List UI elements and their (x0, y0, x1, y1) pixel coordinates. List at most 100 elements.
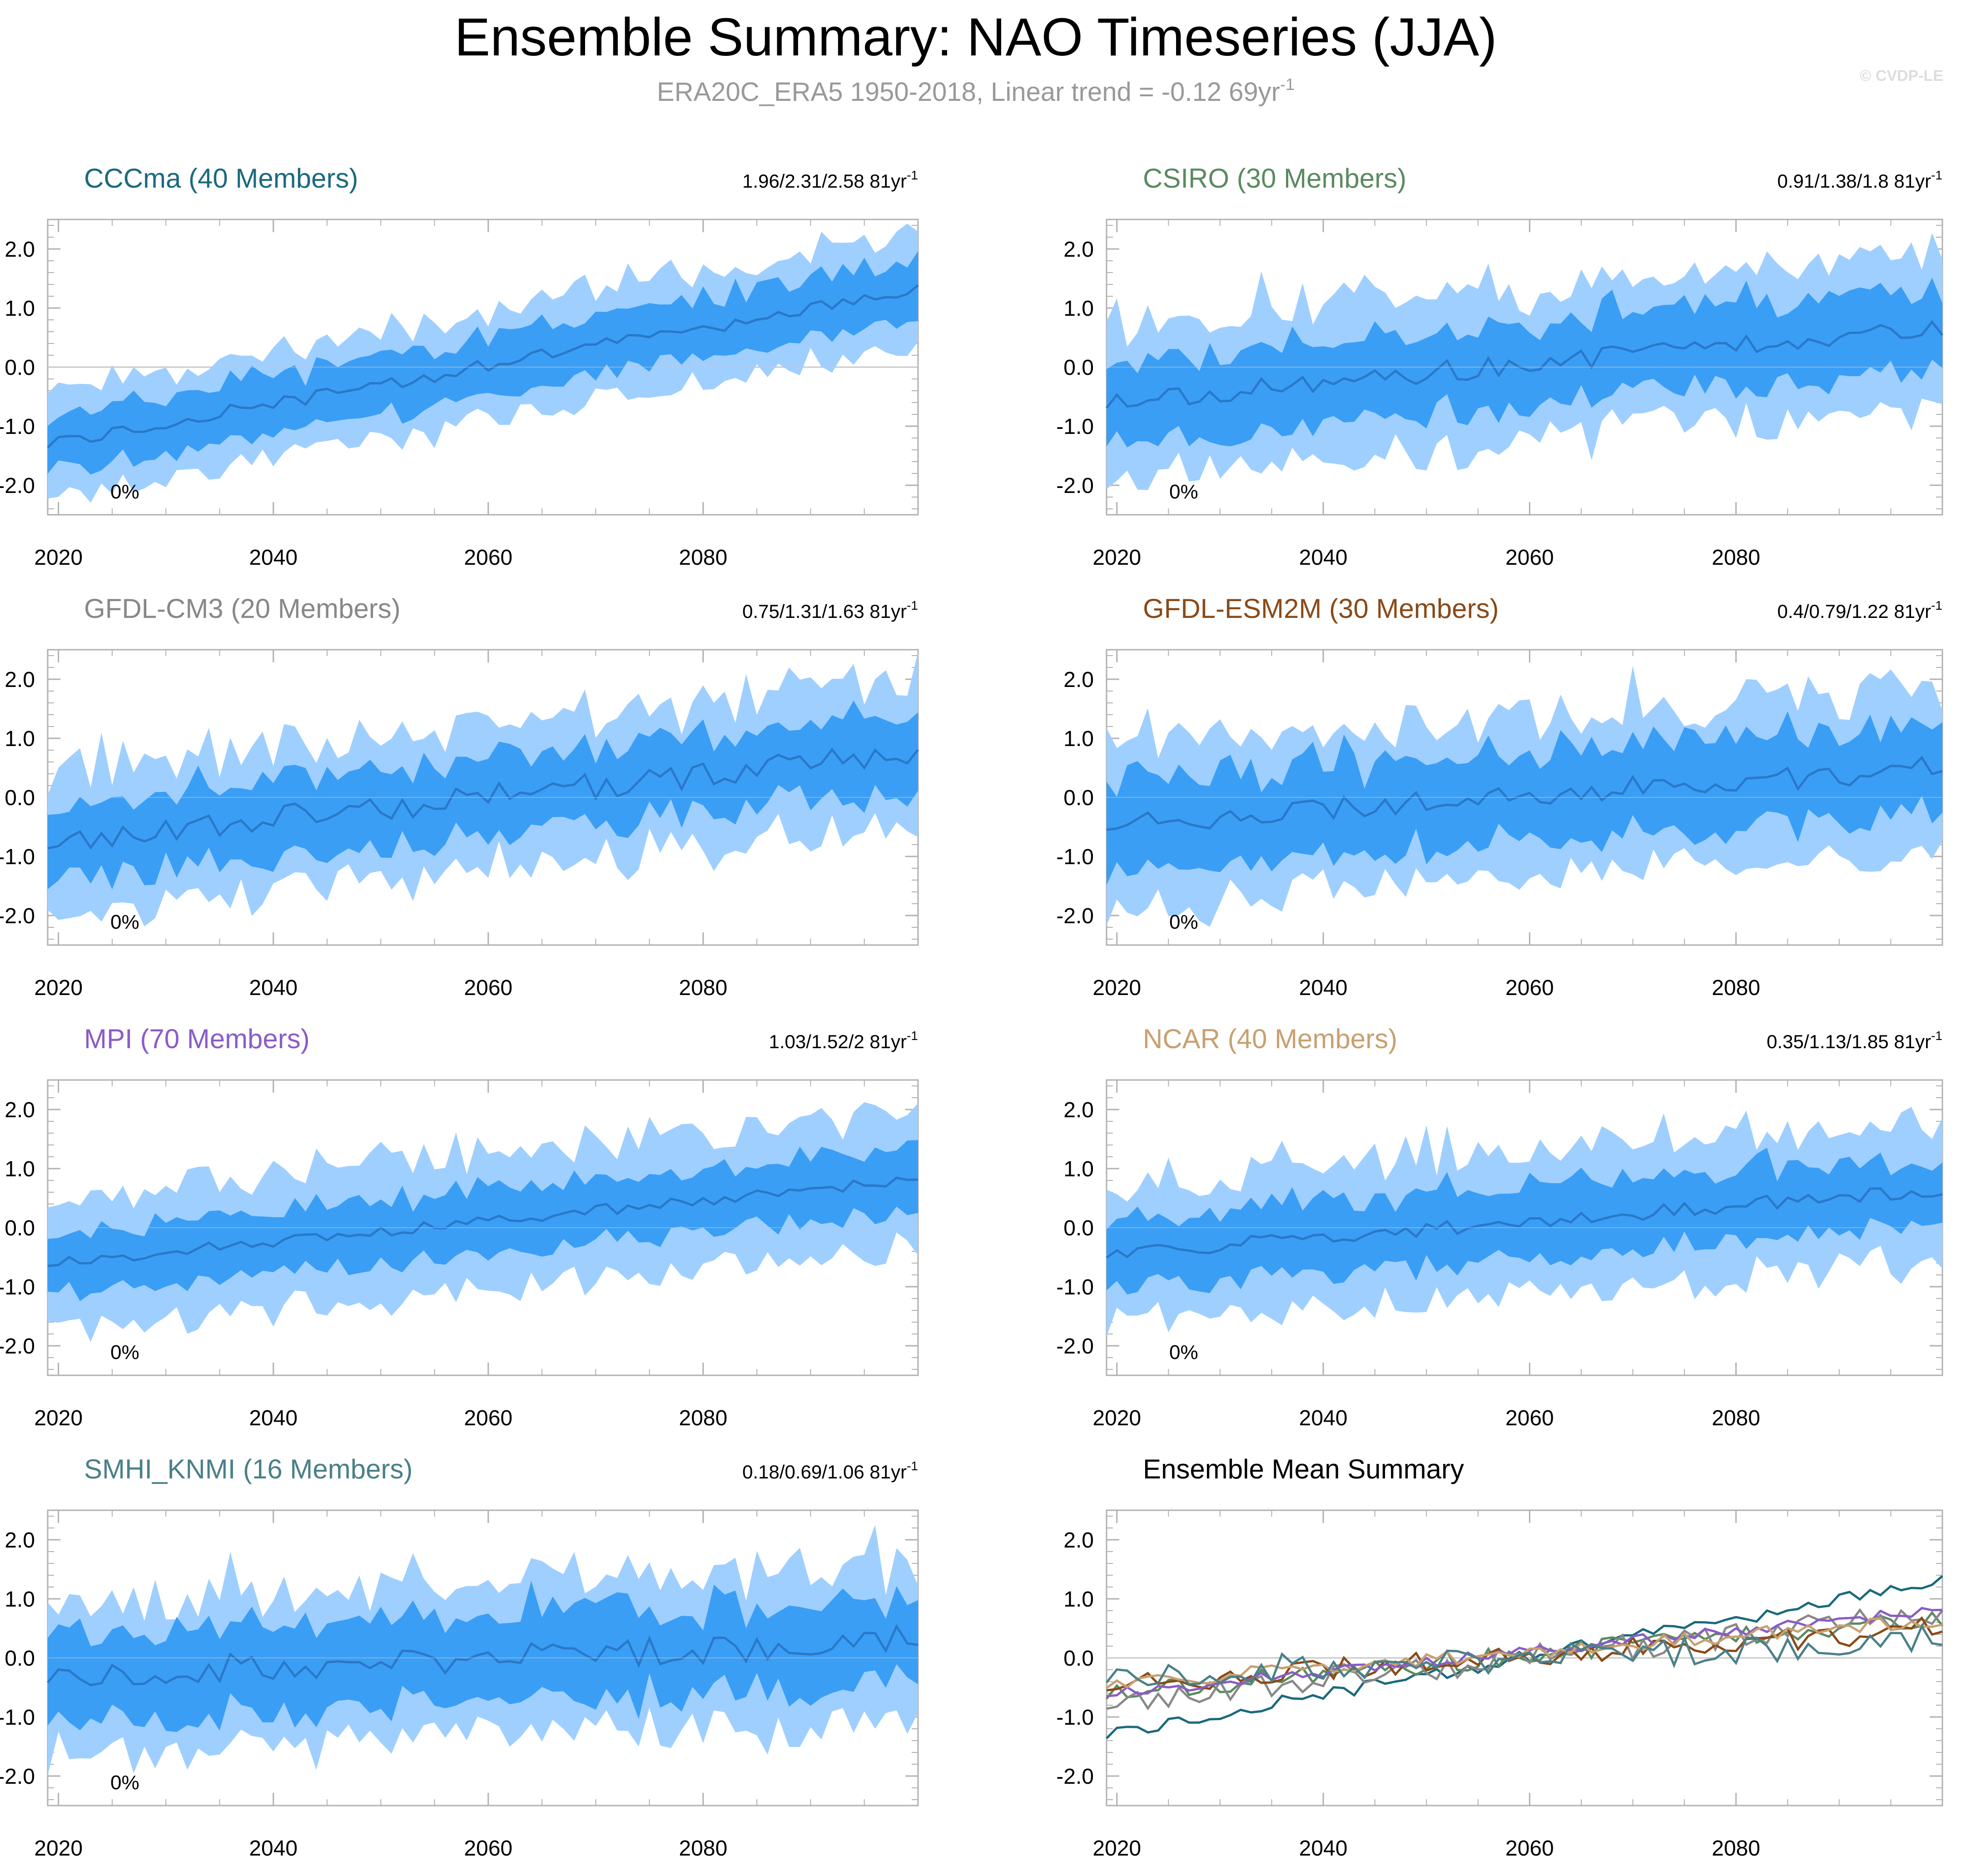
x-tick-label: 2040 (249, 1406, 298, 1430)
x-tick-label: 2080 (679, 1836, 728, 1861)
percent-label: 0% (1169, 481, 1198, 503)
y-tick-label: 1.0 (5, 1157, 35, 1181)
inner-spread-band (1107, 711, 1942, 886)
trend-label: 0.4/0.79/1.22 81yr-1 (1777, 598, 1943, 622)
x-tick-label: 2040 (249, 546, 298, 570)
x-tick-label: 2080 (679, 1406, 728, 1430)
y-tick-label: 0.0 (5, 1216, 35, 1240)
percent-label: 0% (1169, 911, 1198, 933)
panel-title: MPI (70 Members) (84, 1024, 310, 1054)
x-tick-label: 2040 (1299, 1836, 1348, 1861)
x-tick-label: 2020 (1092, 1836, 1141, 1861)
trend-label: 0.35/1.13/1.85 81yr-1 (1767, 1029, 1942, 1052)
trend-label: 0.91/1.38/1.8 81yr-1 (1777, 168, 1943, 192)
inner-spread-band (48, 1581, 918, 1732)
y-tick-label: 2.0 (5, 238, 35, 262)
y-tick-label: 2.0 (1063, 1528, 1094, 1553)
panels: CCCma (40 Members) 1.96/2.31/2.58 81yr-12… (0, 163, 1943, 1861)
x-tick-label: 2020 (34, 1836, 83, 1861)
panel-title: GFDL-ESM2M (30 Members) (1143, 593, 1499, 624)
inner-spread-band (48, 701, 918, 890)
percent-label: 0% (110, 911, 139, 933)
trend-text: 1.03/1.52/2 81yr (769, 1031, 907, 1052)
panel-title: CSIRO (30 Members) (1143, 163, 1406, 194)
percent-label: 0% (110, 1341, 139, 1363)
trend-text: 0.75/1.31/1.63 81yr (742, 601, 907, 622)
percent-label: 0% (1169, 1341, 1198, 1363)
y-tick-label: 1.0 (1063, 727, 1094, 751)
trend-label: 0.75/1.31/1.63 81yr-1 (742, 598, 918, 622)
ensemble-mean-line (47, 1176, 918, 1267)
x-tick-label: 2020 (1092, 546, 1141, 570)
y-tick-label: 1.0 (5, 727, 35, 751)
y-tick-label: 0.0 (5, 356, 35, 380)
ensemble-mean-line (47, 284, 919, 448)
y-tick-label: -2.0 (0, 474, 35, 498)
y-tick-label: 2.0 (1063, 238, 1094, 262)
y-tick-label: 1.0 (1063, 1587, 1094, 1612)
ensemble-mean-line (47, 1624, 918, 1687)
x-tick-label: 2060 (1505, 976, 1554, 1000)
panel-ncar: NCAR (40 Members) 0.35/1.13/1.85 81yr-1 2.… (1056, 1024, 1943, 1430)
y-tick-label: 0.0 (1063, 1647, 1094, 1671)
series-line-smhi-knmi (1106, 1623, 1943, 1687)
panel-title: GFDL-CM3 (20 Members) (84, 593, 401, 624)
subtitle-text: ERA20C_ERA5 1950-2018, Linear trend = -0… (657, 77, 1280, 107)
trend-text: 1.96/2.31/2.58 81yr (742, 170, 907, 192)
panel-gfdl-esm2m: GFDL-ESM2M (30 Members) 0.4/0.79/1.22 81y… (1056, 593, 1943, 1000)
trend-label: 0.18/0.69/1.06 81yr-1 (742, 1459, 918, 1483)
x-tick-label: 2080 (1712, 546, 1760, 570)
y-tick-label: 1.0 (5, 1587, 35, 1612)
trend-sup: -1 (1931, 168, 1942, 182)
inner-spread-band (48, 251, 918, 475)
panel-cccma: CCCma (40 Members) 1.96/2.31/2.58 81yr-1 2… (0, 163, 919, 570)
y-tick-label: -2.0 (1056, 474, 1094, 498)
y-tick-label: -1.0 (0, 1275, 35, 1299)
panel-ensemble-mean: Ensemble Mean Summary 2.0 1.0 0.0 -1.0 -2.0 20… (1056, 1454, 1943, 1861)
inner-spread-band (48, 1140, 918, 1301)
ensemble-mean-line (1106, 756, 1943, 831)
y-tick-label: 0.0 (1063, 786, 1094, 810)
trend-text: 0.35/1.13/1.85 81yr (1767, 1031, 1931, 1052)
trend-text: 0.4/0.79/1.22 81yr (1777, 601, 1931, 622)
panel-smhi-knmi: SMHI_KNMI (16 Members) 0.18/0.69/1.06 81y… (0, 1454, 919, 1861)
x-tick-label: 2060 (1505, 1406, 1554, 1430)
y-tick-label: 0.0 (5, 1647, 35, 1671)
y-tick-label: 0.0 (1063, 1216, 1094, 1240)
x-tick-label: 2060 (1505, 1836, 1554, 1861)
y-tick-label: -1.0 (1056, 845, 1094, 869)
trend-label: 1.03/1.52/2 81yr-1 (769, 1029, 918, 1052)
x-tick-label: 2060 (464, 1406, 512, 1430)
series-line-mpi (1106, 1607, 1943, 1697)
x-tick-label: 2020 (34, 1406, 83, 1430)
x-tick-label: 2060 (1505, 546, 1554, 570)
y-tick-label: 2.0 (5, 668, 35, 692)
trend-sup: -1 (907, 1029, 918, 1043)
trend-sup: -1 (907, 168, 918, 182)
trend-text: 0.18/0.69/1.06 81yr (742, 1461, 907, 1483)
trend-sup: -1 (907, 598, 918, 612)
trend-sup: -1 (907, 1459, 918, 1473)
x-tick-label: 2040 (249, 976, 298, 1000)
y-tick-label: 2.0 (5, 1098, 35, 1122)
x-tick-label: 2040 (1299, 546, 1348, 570)
percent-label: 0% (110, 1772, 139, 1794)
panel-title: Ensemble Mean Summary (1143, 1454, 1464, 1484)
x-tick-label: 2080 (679, 976, 728, 1000)
y-tick-label: 2.0 (1063, 1098, 1094, 1122)
inner-spread-band (1107, 278, 1942, 448)
y-tick-label: -1.0 (1056, 1275, 1094, 1299)
y-tick-label: 0.0 (5, 786, 35, 810)
x-tick-label: 2060 (464, 976, 512, 1000)
x-tick-label: 2080 (679, 546, 728, 570)
x-tick-label: 2020 (1092, 976, 1141, 1000)
ensemble-mean-line (1106, 1187, 1943, 1259)
page-title: Ensemble Summary: NAO Timeseries (JJA) (455, 7, 1497, 67)
x-tick-label: 2040 (249, 1836, 298, 1861)
trend-sup: -1 (1931, 1029, 1942, 1043)
x-tick-label: 2060 (464, 546, 512, 570)
x-tick-label: 2060 (464, 1836, 512, 1861)
y-tick-label: -2.0 (1056, 1765, 1094, 1789)
panel-title: CCCma (40 Members) (84, 163, 358, 194)
